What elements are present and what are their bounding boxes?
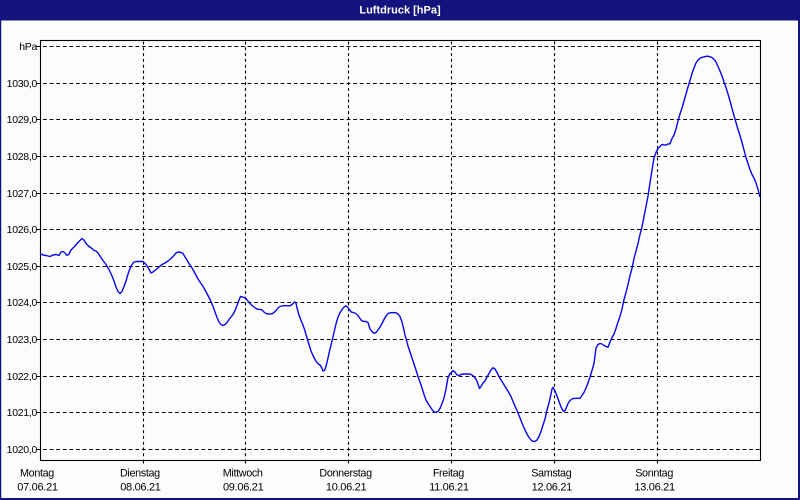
svg-text:10.06.21: 10.06.21 [326, 482, 367, 494]
svg-text:Samstag: Samstag [531, 468, 572, 480]
svg-text:1021,0: 1021,0 [7, 407, 38, 419]
svg-text:Donnerstag: Donnerstag [319, 468, 372, 480]
svg-text:1030,0: 1030,0 [7, 78, 38, 90]
svg-text:Dienstag: Dienstag [120, 468, 160, 480]
svg-text:1025,0: 1025,0 [7, 261, 38, 273]
svg-text:09.06.21: 09.06.21 [223, 482, 264, 494]
svg-text:11.06.21: 11.06.21 [429, 482, 469, 494]
svg-text:08.06.21: 08.06.21 [120, 482, 161, 494]
svg-text:1027,0: 1027,0 [7, 188, 38, 200]
svg-text:12.06.21: 12.06.21 [532, 482, 573, 494]
svg-text:1020,0: 1020,0 [7, 444, 38, 456]
svg-text:Montag: Montag [20, 468, 54, 480]
svg-text:13.06.21: 13.06.21 [634, 482, 675, 494]
svg-text:07.06.21: 07.06.21 [17, 482, 58, 494]
svg-text:1029,0: 1029,0 [7, 114, 38, 126]
svg-text:1023,0: 1023,0 [7, 334, 38, 346]
svg-text:Sonntag: Sonntag [635, 468, 673, 480]
svg-text:1028,0: 1028,0 [7, 151, 38, 163]
svg-text:1024,0: 1024,0 [7, 297, 38, 309]
svg-text:1026,0: 1026,0 [7, 224, 38, 236]
svg-text:1022,0: 1022,0 [7, 371, 38, 383]
svg-text:Mittwoch: Mittwoch [223, 468, 263, 480]
svg-text:Freitag: Freitag [433, 468, 464, 480]
svg-text:hPa: hPa [19, 41, 37, 53]
svg-text:Luftdruck [hPa]: Luftdruck [hPa] [359, 5, 441, 17]
